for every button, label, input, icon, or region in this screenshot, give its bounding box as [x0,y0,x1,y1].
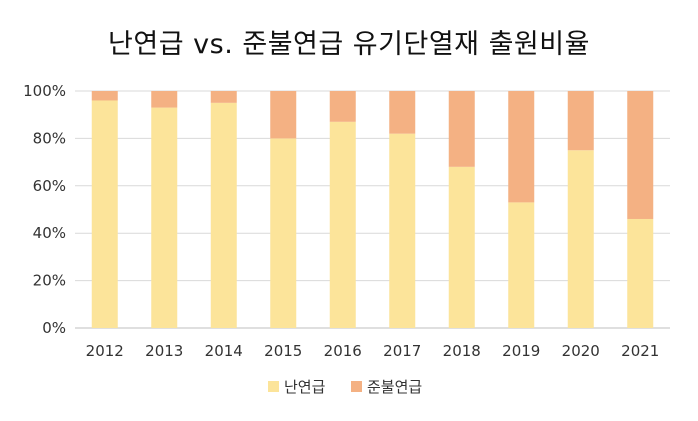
bar-semi-noncombustible-2020 [567,91,594,151]
bar-flame-retardant-2021 [627,218,654,328]
x-tick-label: 2019 [502,342,540,360]
y-tick-label: 100% [23,82,66,100]
x-tick-label: 2014 [205,342,243,360]
x-tick-label: 2018 [443,342,481,360]
bar-semi-noncombustible-2017 [389,91,416,134]
legend-label: 준불연급 [367,378,422,396]
y-tick-label: 20% [33,272,66,290]
x-tick-label: 2016 [324,342,362,360]
bar-flame-retardant-2019 [508,202,535,328]
chart-title: 난연급 vs. 준불연급 유기단열재 출원비율 [108,29,590,60]
bar-flame-retardant-2015 [270,138,297,328]
x-tick-label: 2020 [562,342,600,360]
bar-semi-noncombustible-2015 [270,91,297,139]
bar-flame-retardant-2020 [567,150,594,328]
x-tick-label: 2017 [383,342,421,360]
legend-label: 난연급 [284,378,326,396]
x-tick-label: 2015 [264,342,302,360]
bar-semi-noncombustible-2021 [627,91,654,219]
bar-semi-noncombustible-2012 [91,91,118,101]
legend-swatch [351,381,362,392]
x-tick-label: 2021 [621,342,659,360]
y-tick-label: 80% [33,129,66,147]
y-tick-label: 0% [42,319,66,337]
x-tick-label: 2012 [86,342,124,360]
bar-flame-retardant-2012 [91,100,118,328]
bar-flame-retardant-2014 [210,102,237,328]
bar-flame-retardant-2018 [448,166,475,328]
bar-flame-retardant-2013 [151,107,178,328]
bar-flame-retardant-2016 [329,121,356,328]
x-tick-label: 2013 [145,342,183,360]
bar-flame-retardant-2017 [389,133,416,328]
bar-semi-noncombustible-2019 [508,91,535,203]
legend-swatch [268,381,279,392]
bar-semi-noncombustible-2013 [151,91,178,108]
bar-semi-noncombustible-2016 [329,91,356,122]
y-tick-label: 40% [33,224,66,242]
y-tick-label: 60% [33,177,66,195]
bar-semi-noncombustible-2018 [448,91,475,167]
bar-semi-noncombustible-2014 [210,91,237,103]
